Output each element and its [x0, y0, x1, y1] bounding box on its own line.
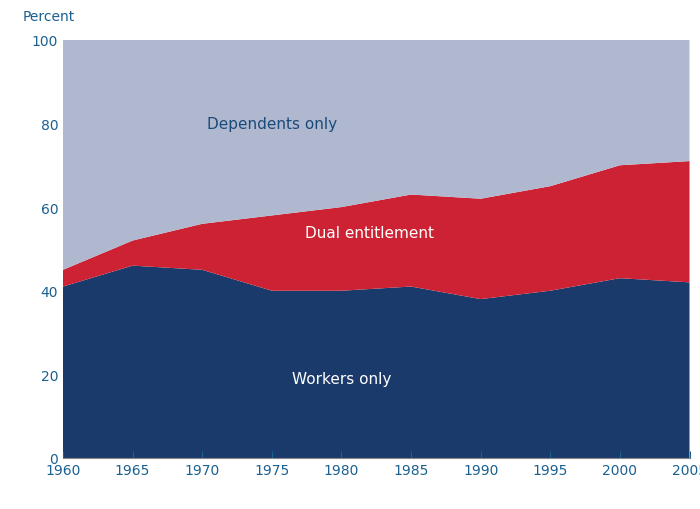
Text: Workers only: Workers only	[292, 371, 391, 386]
Text: Percent: Percent	[22, 10, 74, 24]
Text: Dependents only: Dependents only	[206, 117, 337, 132]
Text: Dual entitlement: Dual entitlement	[304, 225, 434, 240]
